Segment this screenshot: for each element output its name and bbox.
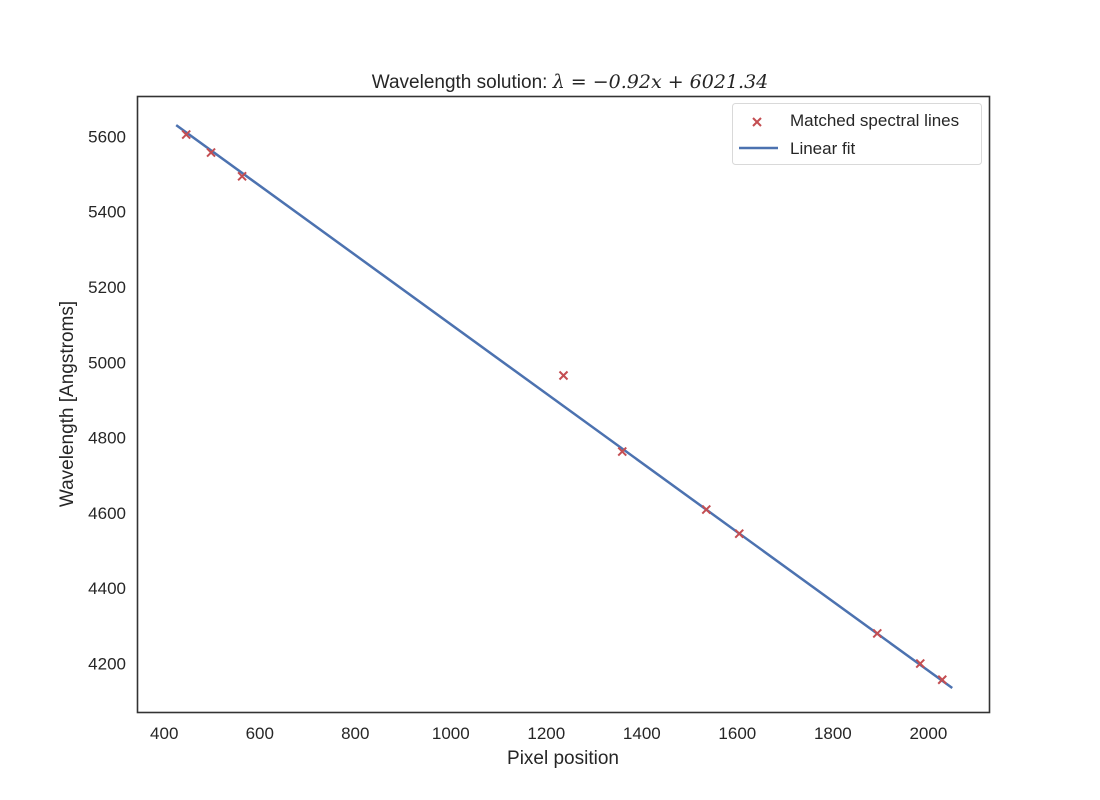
x-tick-label: 1600 [718, 724, 756, 743]
x-tick-label: 800 [341, 724, 369, 743]
scatter-markers [181, 129, 947, 685]
y-axis-label: Wavelength [Angstroms] [57, 301, 78, 507]
data-point-marker [237, 171, 247, 182]
data-point-marker [915, 658, 925, 669]
y-tick-label: 4600 [88, 504, 126, 523]
linear-fit-line [175, 124, 953, 690]
y-tick-label: 5600 [88, 127, 126, 146]
data-point-marker [206, 147, 216, 158]
x-tick-label: 1200 [527, 724, 565, 743]
data-point-marker [617, 446, 627, 457]
legend-label-linear-fit: Linear fit [790, 139, 855, 158]
y-tick-labels: 4200 4400 4600 4800 5000 5200 5400 5600 [88, 127, 126, 673]
x-tick-label: 1800 [814, 724, 852, 743]
y-tick-label: 5200 [88, 278, 126, 297]
x-tick-label: 600 [246, 724, 274, 743]
data-point-marker [701, 504, 712, 515]
y-tick-label: 4400 [88, 579, 126, 598]
fit-line [175, 124, 953, 690]
x-axis-label: Pixel position [507, 748, 619, 769]
plot-area [136, 95, 991, 714]
x-tick-label: 1000 [432, 724, 470, 743]
data-point-marker [872, 628, 882, 639]
legend-scatter-marker-icon [752, 117, 762, 127]
x-tick-label: 2000 [909, 724, 947, 743]
title-equation: λ = −0.92x + 6021.34 [552, 71, 769, 93]
x-tick-label: 400 [150, 724, 178, 743]
data-point-marker [734, 528, 744, 539]
legend-box [732, 103, 982, 165]
data-point-marker [937, 675, 947, 685]
x-tick-labels: 400 600 800 1000 1200 1400 1600 1800 2000 [150, 724, 947, 743]
y-tick-label: 4800 [88, 429, 126, 448]
data-point-marker [558, 370, 569, 381]
legend: Matched spectral lines Linear fit [732, 103, 982, 165]
data-point-marker [181, 129, 191, 140]
y-tick-label: 4200 [88, 655, 126, 674]
x-tick-label: 1400 [623, 724, 661, 743]
y-tick-label: 5000 [88, 353, 126, 372]
chart-title: Wavelength solution: λ = −0.92x + 6021.3… [372, 71, 769, 93]
y-tick-label: 5400 [88, 203, 126, 222]
title-prefix: Wavelength solution: [372, 72, 553, 93]
legend-label-matched-lines: Matched spectral lines [790, 111, 959, 130]
